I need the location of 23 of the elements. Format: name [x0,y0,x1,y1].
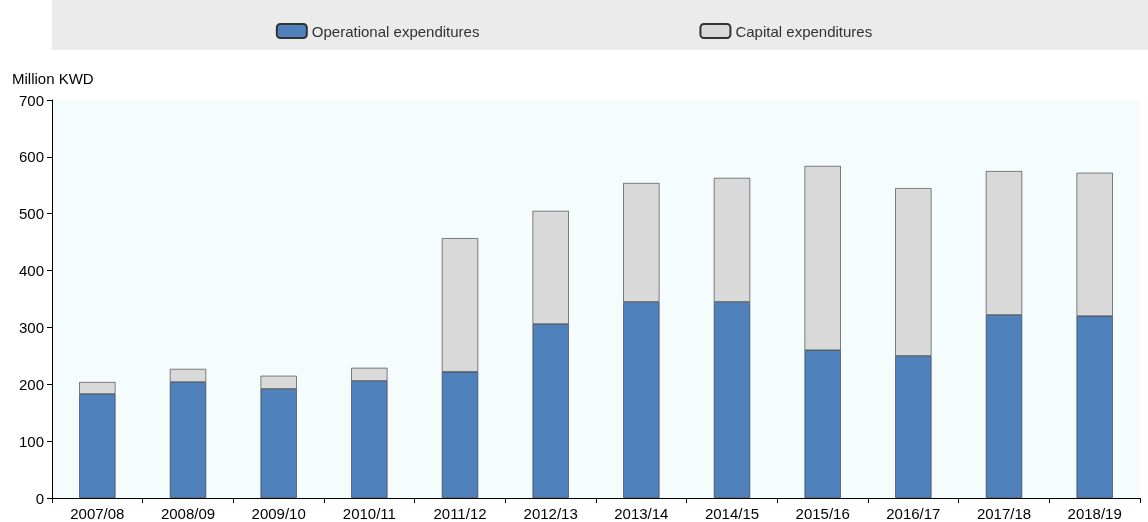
legend-label: Operational expenditures [311,22,480,40]
y-axis-title: Million KWD [12,70,94,87]
x-tick-label: 2012/13 [523,505,578,522]
x-tick-label: 2009/10 [251,505,306,522]
y-tick-label: 400 [18,262,44,280]
legend-label: Capital expenditures [735,22,873,40]
y-tick-label: 500 [18,205,44,223]
x-tick-label: 2014/15 [704,505,760,522]
x-tick-label: 2011/12 [433,505,487,522]
y-tick-label: 300 [18,318,44,336]
y-tick-label: 700 [18,91,44,109]
x-tick-label: 2018/19 [1067,505,1122,522]
y-tick-label: 0 [35,489,44,507]
x-tick-label: 2015/16 [795,505,850,522]
x-tick-label: 2008/09 [160,505,216,522]
y-tick-label: 100 [18,432,44,450]
x-tick-label: 2007/08 [70,505,125,522]
x-tick-label: 2017/18 [976,505,1032,522]
x-tick-label: 2010/11 [342,505,396,522]
x-tick-label: 2016/17 [886,505,941,522]
y-tick-label: 600 [18,148,44,166]
x-tick-label: 2013/14 [614,505,669,522]
y-tick-label: 200 [18,375,44,393]
